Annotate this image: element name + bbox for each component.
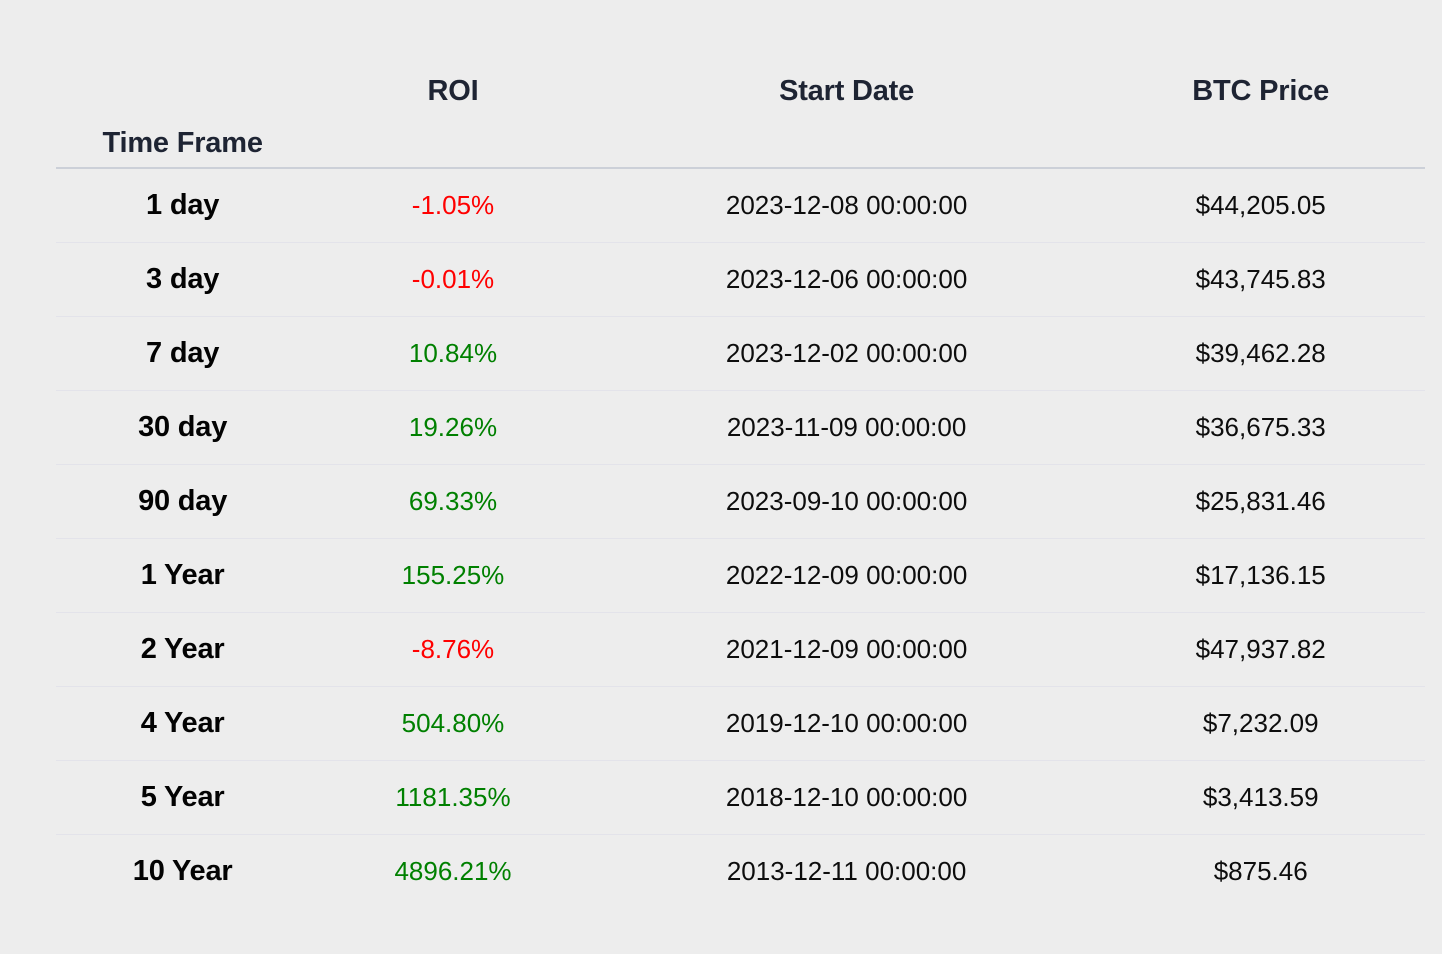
btc-price-cell: $39,462.28 — [1096, 316, 1425, 391]
start-date-cell: 2022-12-09 00:00:00 — [596, 538, 1097, 613]
header-spacer — [596, 110, 1097, 169]
time-frame-cell: 4 Year — [56, 686, 310, 761]
table-row: 7 day 10.84% 2023-12-02 00:00:00 $39,462.28 — [56, 316, 1425, 391]
start-date-cell: 2019-12-10 00:00:00 — [596, 686, 1097, 761]
table-row: 90 day 69.33% 2023-09-10 00:00:00 $25,831.4… — [56, 464, 1425, 539]
btc-price-cell: $44,205.05 — [1096, 168, 1425, 243]
table-row: 1 Year 155.25% 2022-12-09 00:00:00 $17,136.… — [56, 538, 1425, 613]
table-row: 4 Year 504.80% 2019-12-10 00:00:00 $7,232.0… — [56, 686, 1425, 761]
column-header-start-date: Start Date — [779, 75, 915, 107]
time-frame-cell: 3 day — [56, 242, 310, 317]
roi-cell: 1181.35% — [309, 760, 597, 835]
roi-cell: -1.05% — [309, 168, 597, 243]
btc-price-cell: $43,745.83 — [1096, 242, 1425, 317]
btc-price-cell: $17,136.15 — [1096, 538, 1425, 613]
roi-cell: -8.76% — [309, 612, 597, 687]
roi-cell: 10.84% — [309, 316, 597, 391]
roi-table-container: ROI Start Date BTC Price Time Frame 1 da… — [56, 0, 1425, 908]
start-date-cell: 2021-12-09 00:00:00 — [596, 612, 1097, 687]
table-row: 3 day -0.01% 2023-12-06 00:00:00 $43,745.83 — [56, 242, 1425, 317]
roi-cell: 19.26% — [309, 390, 597, 465]
start-date-cell: 2013-12-11 00:00:00 — [726, 855, 967, 886]
time-frame-cell: 90 day — [56, 464, 310, 539]
column-header-roi: ROI — [427, 75, 479, 107]
header-spacer — [309, 110, 597, 169]
btc-price-cell: $47,937.82 — [1096, 612, 1425, 687]
roi-cell: 504.80% — [309, 686, 597, 761]
time-frame-cell: 1 Year — [56, 538, 310, 613]
start-date-cell: 2023-09-10 00:00:00 — [596, 464, 1097, 539]
header-row-bottom: Time Frame — [56, 110, 1425, 169]
table-header: ROI Start Date BTC Price Time Frame — [56, 0, 1425, 169]
time-frame-cell: 2 Year — [56, 612, 310, 687]
header-spacer — [1096, 110, 1425, 169]
header-spacer — [56, 0, 309, 110]
start-date-cell: 2018-12-10 00:00:00 — [596, 760, 1097, 835]
btc-price-cell: $36,675.33 — [1096, 390, 1425, 465]
start-date-cell: 2023-12-02 00:00:00 — [596, 316, 1097, 391]
header-row-top: ROI Start Date BTC Price — [56, 0, 1425, 110]
time-frame-cell: 10 Year — [132, 854, 233, 887]
btc-roi-table: ROI Start Date BTC Price Time Frame 1 da… — [56, 0, 1425, 908]
btc-price-cell: $25,831.46 — [1096, 464, 1425, 539]
roi-cell: 155.25% — [309, 538, 597, 613]
column-header-btc-price: BTC Price — [1192, 75, 1330, 107]
roi-cell: 4896.21% — [394, 855, 512, 886]
table-row: 1 day -1.05% 2023-12-08 00:00:00 $44,205.05 — [56, 168, 1425, 243]
table-row: 10 Year 4896.21% 2013-12-11 00:00:00 $875.4… — [56, 834, 1425, 908]
table-body: 1 day -1.05% 2023-12-08 00:00:00 $44,205.05… — [56, 168, 1425, 908]
table-row: 5 Year 1181.35% 2018-12-10 00:00:00 $3,413.… — [56, 760, 1425, 835]
column-header-time-frame: Time Frame — [56, 110, 310, 169]
time-frame-cell: 7 day — [56, 316, 310, 391]
start-date-cell: 2023-11-09 00:00:00 — [596, 390, 1097, 465]
table-row: 2 Year -8.76% 2021-12-09 00:00:00 $47,937.8… — [56, 612, 1425, 687]
btc-price-cell: $3,413.59 — [1096, 760, 1425, 835]
time-frame-cell: 5 Year — [56, 760, 310, 835]
roi-cell: 69.33% — [309, 464, 597, 539]
time-frame-cell: 30 day — [56, 390, 310, 465]
start-date-cell: 2023-12-06 00:00:00 — [596, 242, 1097, 317]
roi-cell: -0.01% — [309, 242, 597, 317]
time-frame-cell: 1 day — [56, 168, 310, 243]
table-row: 30 day 19.26% 2023-11-09 00:00:00 $36,675.3… — [56, 390, 1425, 465]
start-date-cell: 2023-12-08 00:00:00 — [596, 168, 1097, 243]
btc-price-cell: $875.46 — [1213, 855, 1308, 886]
btc-price-cell: $7,232.09 — [1096, 686, 1425, 761]
